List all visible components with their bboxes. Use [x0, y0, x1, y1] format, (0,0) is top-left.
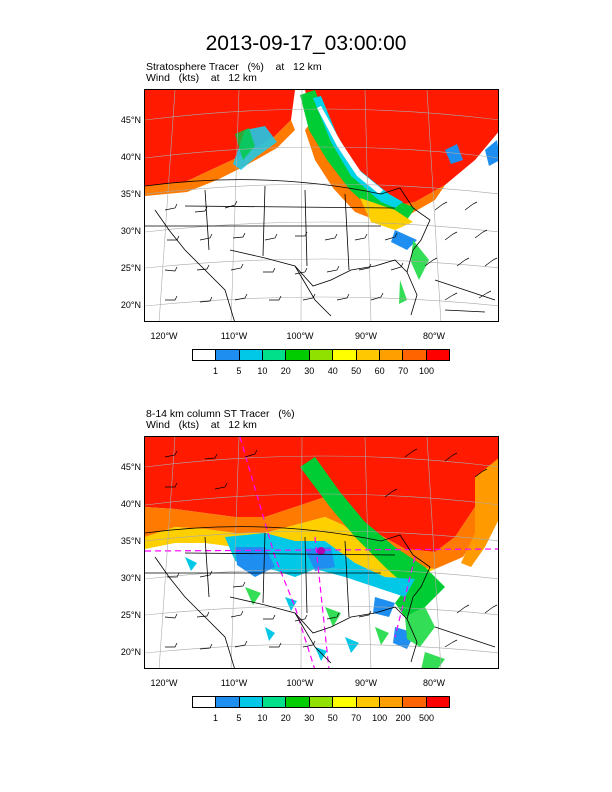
colorbar-label: 20 — [280, 366, 291, 376]
panel2-lat-label: 25°N — [120, 610, 141, 620]
colorbar-cell — [263, 350, 287, 360]
country-borders — [145, 179, 496, 321]
tracer-orange-edge-west — [145, 120, 295, 196]
tracer-yellow-blob — [360, 198, 413, 230]
colorbar-label: 1 — [212, 366, 218, 376]
colorbar-label: 70 — [351, 713, 362, 723]
colorbar-cell — [263, 697, 287, 707]
colorbar-label: 20 — [280, 713, 291, 723]
colorbar-cell — [216, 697, 240, 707]
panel1-title-line1: Stratosphere Tracer (%) at 12 km — [146, 61, 322, 73]
panel2-colorbar — [192, 696, 450, 708]
colorbar-cell — [239, 697, 264, 707]
panel2-lat-label: 40°N — [120, 499, 141, 509]
colorbar-label: 100 — [372, 713, 388, 723]
panel1-lon-label: 100°W — [286, 331, 314, 341]
column-tracer-green-streak — [300, 457, 445, 617]
panel1-lon-label: 110°W — [220, 331, 248, 341]
panel1-map-svg — [145, 90, 498, 321]
colorbar-label: 100 — [419, 366, 435, 376]
panel1-lat-label: 35°N — [120, 189, 141, 199]
colorbar-label: 200 — [395, 713, 411, 723]
country-borders — [145, 526, 496, 668]
tracer-blue-patches — [391, 140, 498, 250]
panel2-lat-label: 35°N — [120, 536, 141, 546]
colorbar-cell — [286, 350, 310, 360]
panel2-lon-label: 100°W — [286, 678, 314, 688]
panel2-lon-label: 90°W — [354, 678, 378, 688]
colorbar-label: 10 — [257, 366, 268, 376]
colorbar-label: 30 — [304, 366, 315, 376]
colorbar-cell — [193, 350, 217, 360]
colorbar-cell — [333, 697, 357, 707]
colorbar-label: 5 — [236, 366, 242, 376]
column-tracer-blue-patches — [235, 547, 415, 649]
colorbar-label: 5 — [236, 713, 242, 723]
colorbar-label: 70 — [398, 366, 409, 376]
panel1-lat-label: 25°N — [120, 263, 141, 273]
magenta-dashed-lines — [145, 437, 498, 668]
panel1-lat-label: 45°N — [120, 115, 141, 125]
colorbar-cell — [333, 350, 357, 360]
panel1-lat-label: 30°N — [120, 226, 141, 236]
main-title: 2013-09-17_03:00:00 — [205, 32, 407, 55]
panel2-lat-label: 20°N — [120, 647, 141, 657]
panel1-colorbar — [192, 349, 450, 361]
colorbar-label: 1 — [212, 713, 218, 723]
panel1-lon-label: 80°W — [422, 331, 446, 341]
colorbar-cell — [426, 350, 449, 360]
colorbar-cell — [379, 697, 404, 707]
panel1-lat-label: 40°N — [120, 152, 141, 162]
colorbar-cell — [403, 697, 427, 707]
colorbar-label: 40 — [327, 366, 338, 376]
tracer-green-band-west — [235, 128, 255, 160]
tracer-green-patches-south — [399, 240, 429, 304]
colorbar-cell — [356, 697, 380, 707]
column-tracer-yellow-band — [145, 517, 435, 579]
colorbar-cell — [379, 350, 404, 360]
tracer-orange-edge-east — [305, 120, 445, 222]
wind-barbs — [164, 200, 498, 303]
panel2-lon-label: 80°W — [422, 678, 446, 688]
colorbar-label: 50 — [327, 713, 338, 723]
column-tracer-south-patches — [245, 587, 445, 668]
panel2-lon-label: 120°W — [150, 678, 178, 688]
colorbar-cell — [309, 697, 334, 707]
colorbar-cell — [356, 350, 380, 360]
colorbar-cell — [286, 697, 310, 707]
graticule — [145, 437, 498, 668]
column-tracer-orange-east — [461, 458, 498, 567]
panel1-lon-label: 90°W — [354, 331, 378, 341]
panel2-lat-label: 30°N — [120, 573, 141, 583]
tracer-green-streak — [300, 90, 415, 220]
tracer-cyan-streak — [313, 96, 403, 208]
panel1-map — [144, 89, 499, 322]
colorbar-label: 60 — [374, 366, 385, 376]
colorbar-cell — [193, 697, 217, 707]
panel2-title-line1: 8-14 km column ST Tracer (%) — [146, 408, 295, 420]
panel1-lon-label: 120°W — [150, 331, 178, 341]
panel1-lat-label: 20°N — [120, 300, 141, 310]
colorbar-label: 30 — [304, 713, 315, 723]
colorbar-label: 50 — [351, 366, 362, 376]
tracer-red-region-west — [145, 90, 295, 186]
magenta-marker — [317, 547, 325, 555]
colorbar-cell — [239, 350, 264, 360]
panel2-lon-label: 110°W — [220, 678, 248, 688]
colorbar-label: 10 — [257, 713, 268, 723]
panel1-title-line2: Wind (kts) at 12 km — [146, 72, 257, 84]
panel2-map — [144, 436, 499, 669]
wind-barbs — [164, 448, 498, 650]
colorbar-cell — [403, 350, 427, 360]
colorbar-label: 500 — [419, 713, 435, 723]
panel2-title-line2: Wind (kts) at 12 km — [146, 419, 257, 431]
panel2-map-svg — [145, 437, 498, 668]
colorbar-cell — [309, 350, 334, 360]
colorbar-cell — [216, 350, 240, 360]
panel2-lat-label: 45°N — [120, 462, 141, 472]
colorbar-cell — [426, 697, 449, 707]
graticule — [145, 90, 498, 321]
column-tracer-orange-band — [145, 470, 498, 569]
